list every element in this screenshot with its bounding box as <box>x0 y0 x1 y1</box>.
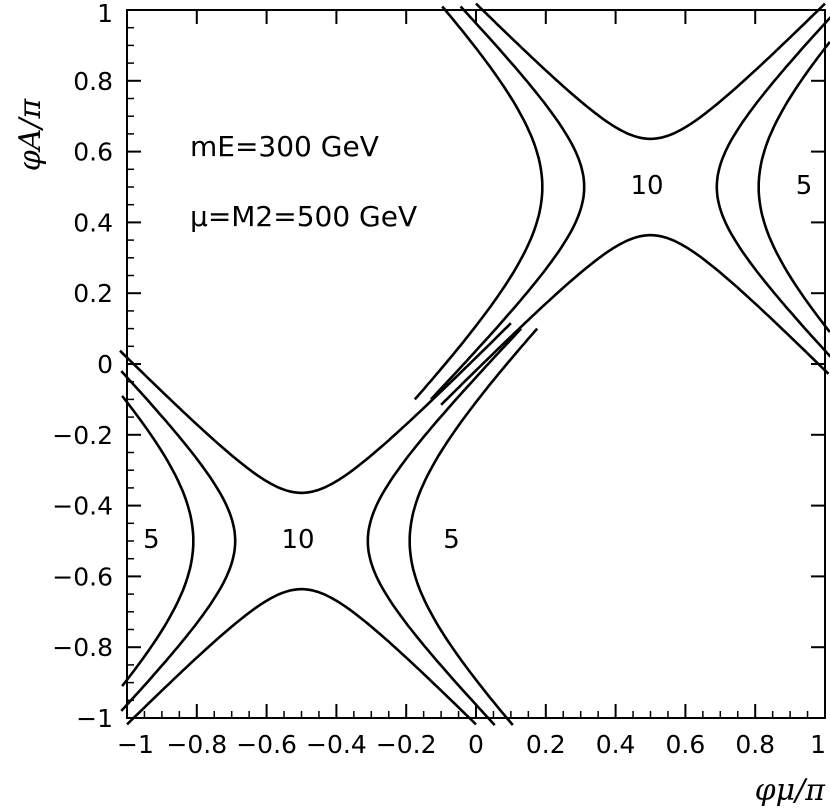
contour-10-branch <box>126 587 477 726</box>
y-tick-label: −0.4 <box>52 492 113 521</box>
y-tick-label: 0.2 <box>73 279 113 308</box>
contour-label-mask <box>434 528 469 555</box>
y-tick-label: 0.4 <box>73 208 113 237</box>
contour-label: 10 <box>281 525 314 555</box>
x-tick-label: 0.4 <box>596 730 636 759</box>
contour-5-branch <box>121 395 195 687</box>
contour-5-branch <box>408 327 539 726</box>
x-axis-label: φμ/π <box>755 773 827 808</box>
y-tick-label: −1 <box>76 704 113 733</box>
y-axis-label: φA/π <box>13 97 48 171</box>
contour-5-branch <box>366 327 523 726</box>
contour-10-branch <box>119 322 512 495</box>
x-tick-label: −0.2 <box>376 730 437 759</box>
x-tick-label: 0 <box>468 730 484 759</box>
x-tick-label: −1 <box>117 730 154 759</box>
contour-5-branch <box>715 16 830 358</box>
contour-5-branch <box>757 41 830 333</box>
x-tick-label: −0.4 <box>306 730 367 759</box>
y-tick-label: −0.8 <box>52 633 113 662</box>
x-tick-labels: −1 −0.8 −0.6 −0.4 −0.2 0 0.2 0.4 0.6 0.8 1 <box>117 730 826 759</box>
annotation-mass: mE=300 GeV <box>190 130 379 163</box>
x-tick-label: −0.8 <box>166 730 227 759</box>
annotation-mu-m2: μ=M2=500 GeV <box>190 200 417 233</box>
contour-label-mask <box>787 174 822 201</box>
annotation-mass-text: mE=300 GeV <box>190 130 379 163</box>
y-tick-label: 0 <box>97 350 113 379</box>
contour-label: 5 <box>443 525 460 555</box>
contour-label-mask <box>281 528 316 555</box>
contour-label: 10 <box>630 171 663 201</box>
x-tick-label: −0.6 <box>236 730 297 759</box>
contour-10-branch <box>440 233 830 406</box>
axis-ticks <box>126 9 826 719</box>
y-tick-label: −0.6 <box>52 562 113 591</box>
contour-label-mask <box>134 528 169 555</box>
y-tick-label: 0.6 <box>73 138 113 167</box>
annotation-mu-text: μ=M2=500 GeV <box>190 200 417 233</box>
x-tick-label: 0.6 <box>666 730 706 759</box>
x-tick-label: 0.8 <box>735 730 775 759</box>
y-tick-labels: −1 −0.8 −0.6 −0.4 −0.2 0 0.2 0.4 0.6 0.8 1 <box>52 0 113 733</box>
contour-5-branch <box>120 370 237 712</box>
y-tick-label: −0.2 <box>52 421 113 450</box>
contour-5-branch <box>429 5 586 401</box>
contour-5-branch <box>413 5 544 401</box>
x-tick-label: 0.2 <box>526 730 566 759</box>
contour-label: 5 <box>143 525 160 555</box>
contour-10-branch <box>475 2 826 141</box>
y-tick-label: 1 <box>97 0 113 28</box>
x-tick-label: 1 <box>810 730 826 759</box>
contour-label-mask <box>630 174 665 201</box>
y-tick-label: 0.8 <box>73 67 113 96</box>
contour-labels: 10 5 5 10 5 <box>134 171 822 555</box>
contour-lines <box>119 2 830 726</box>
contour-label: 5 <box>796 171 813 201</box>
